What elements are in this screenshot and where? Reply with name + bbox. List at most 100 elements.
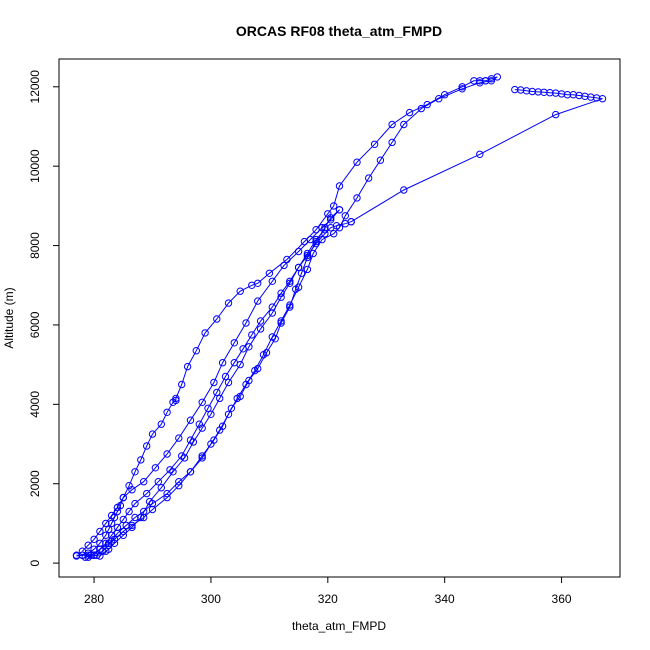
- data-point: [110, 539, 119, 547]
- data-point: [248, 331, 256, 339]
- data-point: [157, 420, 166, 428]
- data-point: [224, 378, 233, 387]
- data-point: [157, 484, 166, 492]
- data-point: [277, 319, 285, 327]
- y-tick-label: 10000: [28, 149, 42, 183]
- plot-area: [72, 73, 607, 561]
- data-point: [186, 416, 195, 424]
- data-point: [303, 265, 312, 274]
- data-point: [128, 486, 136, 494]
- data-point: [119, 493, 128, 502]
- data-point: [330, 230, 338, 238]
- data-point: [213, 388, 221, 397]
- data-point: [180, 454, 189, 462]
- data-point: [376, 156, 385, 164]
- data-point: [286, 301, 294, 309]
- data-point: [335, 182, 344, 190]
- data-point: [143, 442, 151, 450]
- data-point: [163, 489, 171, 498]
- data-point: [78, 547, 87, 555]
- data-point: [107, 531, 116, 539]
- series-6: [347, 85, 607, 226]
- data-point: [277, 293, 285, 301]
- data-point: [102, 539, 110, 547]
- y-tick-label: 12000: [28, 70, 42, 104]
- data-point: [131, 513, 139, 522]
- data-point: [347, 218, 355, 226]
- data-point: [400, 120, 408, 129]
- data-point: [405, 108, 414, 117]
- data-point: [245, 343, 253, 351]
- data-point: [175, 434, 183, 442]
- data-point: [256, 325, 265, 333]
- data-point: [210, 436, 218, 444]
- data-point: [312, 237, 320, 246]
- data-point: [172, 396, 180, 405]
- data-point: [552, 89, 560, 97]
- series-1: [72, 77, 490, 560]
- y-tick-label: 2000: [28, 470, 42, 497]
- data-point: [353, 158, 361, 166]
- data-point: [476, 150, 484, 159]
- data-point: [540, 88, 548, 97]
- data-point: [522, 87, 531, 95]
- y-axis-label: Altitude (m): [2, 287, 16, 348]
- data-point: [294, 263, 303, 272]
- data-point: [90, 535, 98, 543]
- series-line: [76, 229, 326, 557]
- data-point: [186, 468, 195, 476]
- data-point: [423, 100, 431, 109]
- data-point: [102, 531, 110, 539]
- data-point: [145, 497, 154, 506]
- data-point: [575, 91, 583, 100]
- data-point: [175, 482, 183, 490]
- data-point: [107, 519, 116, 528]
- data-point: [198, 398, 206, 406]
- x-axis: 280 300 320 340 360: [84, 577, 572, 606]
- data-point: [169, 468, 177, 476]
- data-point: [388, 120, 396, 129]
- series-7: [72, 226, 329, 560]
- data-point: [137, 513, 145, 522]
- data-point: [148, 430, 157, 438]
- series-2: [84, 73, 501, 561]
- data-point: [242, 319, 250, 327]
- data-point: [388, 138, 396, 147]
- x-tick-label: 300: [201, 592, 221, 606]
- data-point: [154, 478, 163, 486]
- data-point: [163, 450, 171, 458]
- data-point: [221, 372, 230, 381]
- plot-frame: [58, 58, 621, 578]
- data-point: [321, 226, 329, 234]
- data-point: [119, 531, 128, 539]
- data-point: [207, 410, 215, 418]
- x-axis-label: theta_atm_FMPD: [292, 619, 386, 633]
- data-point: [210, 378, 218, 387]
- data-point: [183, 362, 192, 371]
- data-point: [163, 408, 171, 416]
- data-point: [107, 511, 116, 520]
- data-point: [476, 77, 484, 85]
- data-point: [268, 277, 276, 285]
- data-point: [131, 468, 139, 476]
- data-point: [353, 194, 361, 202]
- data-point: [113, 523, 122, 532]
- data-point: [245, 376, 253, 385]
- data-point: [218, 359, 227, 367]
- x-tick-label: 280: [84, 592, 104, 606]
- data-point: [90, 551, 98, 559]
- data-point: [172, 394, 180, 403]
- data-point: [218, 422, 227, 430]
- data-point: [254, 297, 262, 305]
- data-point: [78, 551, 87, 559]
- data-point: [119, 515, 128, 524]
- data-point: [254, 364, 262, 373]
- series-3: [78, 206, 344, 555]
- data-point: [96, 527, 104, 536]
- data-point: [178, 380, 186, 389]
- data-point: [227, 404, 236, 412]
- data-point: [102, 519, 110, 528]
- data-point: [224, 299, 233, 307]
- data-point: [84, 551, 92, 559]
- data-point: [327, 214, 335, 222]
